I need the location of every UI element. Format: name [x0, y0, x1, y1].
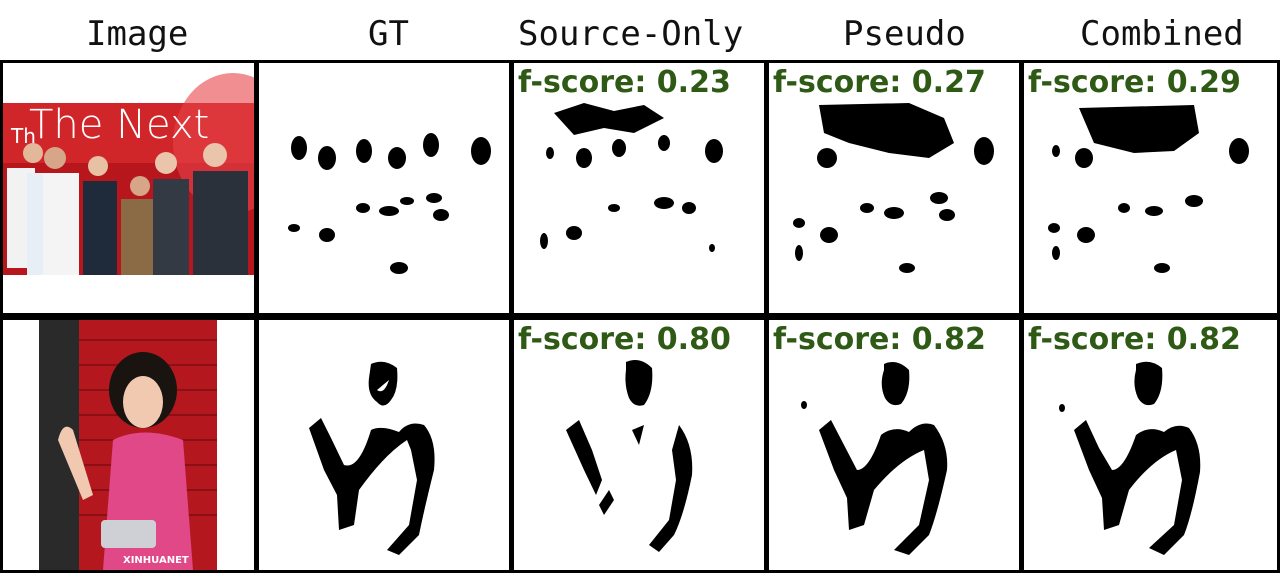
- row2-pseudo-cell: f-score: 0.82: [769, 320, 1019, 570]
- photo-caption: The Next: [29, 102, 209, 148]
- row2-pseudo-mask: [801, 362, 948, 555]
- row1-gt-cell: [259, 63, 509, 313]
- row2-image-cell: XINHUANET: [3, 320, 254, 570]
- comparison-grid: Th The Next: [0, 60, 1280, 573]
- header-combined: Combined: [1080, 14, 1244, 54]
- row2-combined-mask: [1059, 361, 1201, 555]
- row1-gt-mask: [288, 133, 491, 274]
- row2-pseudo-score: f-score: 0.82: [773, 322, 986, 357]
- row2-combined-cell: f-score: 0.82: [1024, 320, 1277, 570]
- row1-combined-cell: f-score: 0.29: [1024, 63, 1277, 313]
- row1-source-only-mask: [540, 103, 723, 252]
- row2-gt-cell: [259, 320, 509, 570]
- row1-combined-mask: [1048, 105, 1249, 273]
- row2-source-only-mask: [566, 360, 693, 552]
- row1-pseudo-cell: f-score: 0.27: [769, 63, 1019, 313]
- photo-watermark: XINHUANET: [123, 555, 189, 566]
- row2-portrait-photo: XINHUANET: [39, 320, 217, 570]
- header-image: Image: [86, 14, 189, 54]
- row2-combined-score: f-score: 0.82: [1028, 322, 1241, 357]
- row2-gt-mask: [309, 361, 435, 555]
- row1-image-cell: Th The Next: [3, 63, 254, 313]
- row1-pseudo-score: f-score: 0.27: [773, 65, 986, 100]
- row1-pseudo-mask: [793, 103, 994, 273]
- row1-combined-score: f-score: 0.29: [1028, 65, 1241, 100]
- row2-source-only-cell: f-score: 0.80: [514, 320, 764, 570]
- row1-group-photo: Th The Next: [3, 73, 254, 275]
- header-pseudo: Pseudo: [843, 14, 966, 54]
- header-source-only: Source-Only: [518, 14, 744, 54]
- header-gt: GT: [368, 14, 409, 54]
- row1-source-only-score: f-score: 0.23: [518, 65, 731, 100]
- row2-source-only-score: f-score: 0.80: [518, 322, 731, 357]
- row1-source-only-cell: f-score: 0.23: [514, 63, 764, 313]
